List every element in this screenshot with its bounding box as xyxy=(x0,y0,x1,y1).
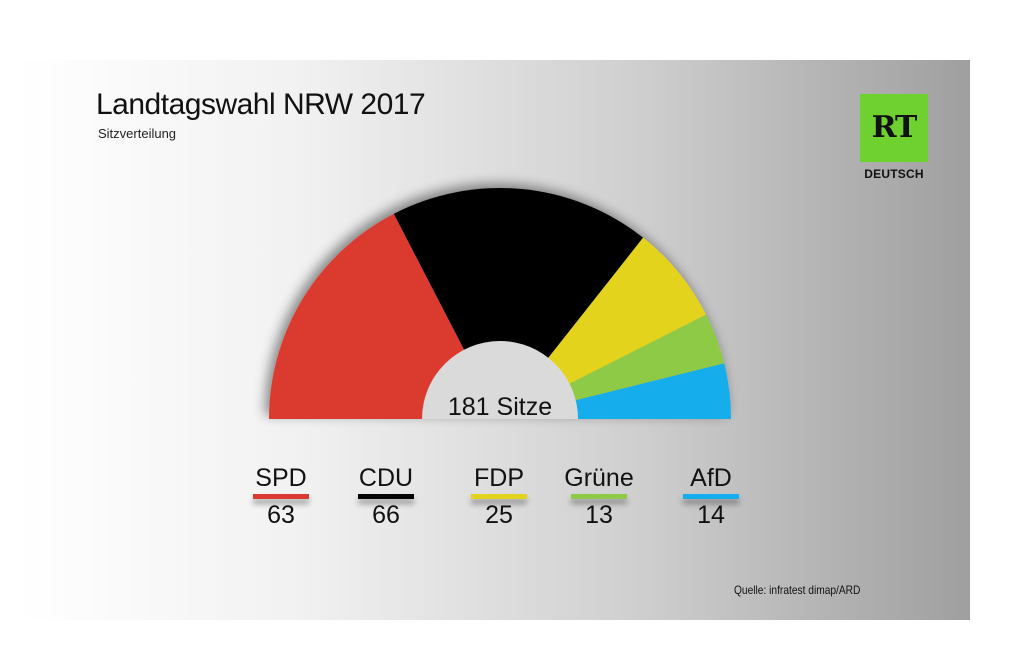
legend-item-fdp: FDP 25 xyxy=(439,464,559,529)
legend-item-spd: SPD 63 xyxy=(221,464,341,529)
seat-slice-cdu xyxy=(393,187,644,419)
chart-center-hole xyxy=(422,341,578,419)
legend-party-name: Grüne xyxy=(564,464,634,492)
source-note: Quelle: infratest dimap/ARD xyxy=(734,583,861,597)
legend-party-name: FDP xyxy=(474,464,524,492)
legend-color-swatch xyxy=(683,494,739,499)
legend-seat-count: 66 xyxy=(372,501,400,529)
legend-color-swatch xyxy=(358,494,414,499)
legend-seat-count: 63 xyxy=(267,501,295,529)
legend-party-name: SPD xyxy=(255,464,307,492)
seat-distribution-chart: 181 Sitze xyxy=(269,187,731,421)
rt-logo-mark: RT xyxy=(871,110,918,145)
legend-item-grune: Grüne 13 xyxy=(539,464,659,529)
legend-seat-count: 14 xyxy=(697,501,725,529)
chart-subtitle: Sitzverteilung xyxy=(98,126,177,141)
legend-party-name: CDU xyxy=(358,464,414,492)
legend-item-afd: AfD 14 xyxy=(651,464,771,529)
rt-logo-icon: RT xyxy=(860,94,928,162)
total-seats-label: 181 Sitze xyxy=(448,393,552,421)
chart-title: Landtagswahl NRW 2017 xyxy=(96,88,426,121)
legend-seat-count: 25 xyxy=(485,501,513,529)
legend-party-name: AfD xyxy=(690,464,732,492)
legend-seat-count: 13 xyxy=(585,501,613,529)
rt-logo-label: DEUTSCH xyxy=(864,167,924,181)
legend-color-swatch xyxy=(571,494,627,499)
chart-card: Landtagswahl NRW 2017 Sitzverteilung RT … xyxy=(18,60,970,620)
legend-color-swatch xyxy=(471,494,527,499)
legend-item-cdu: CDU 66 xyxy=(326,464,446,529)
legend-color-swatch xyxy=(253,494,309,499)
rt-deutsch-logo: RT DEUTSCH xyxy=(860,94,928,181)
